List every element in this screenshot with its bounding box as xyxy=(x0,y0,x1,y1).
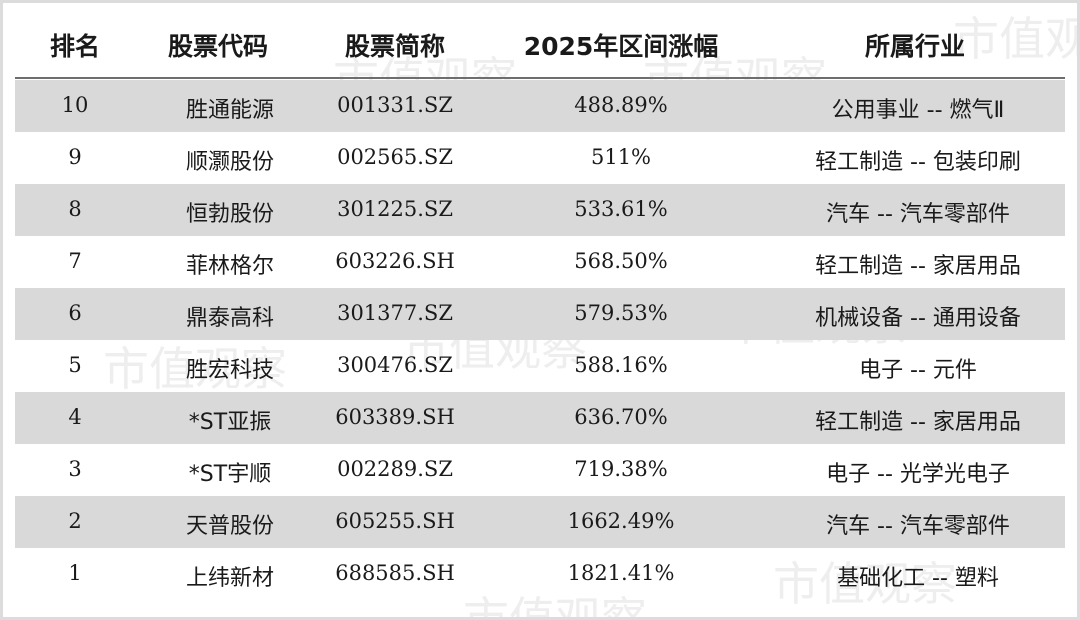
header-industry: 所属行业 xyxy=(864,32,966,61)
cell-name: 恒勃股份 xyxy=(185,202,275,227)
cell-gain: 579.53% xyxy=(574,301,668,325)
cell-name: 顺灏股份 xyxy=(185,150,275,175)
cell-code: 688585.SH xyxy=(335,561,455,585)
table-row: 5 胜宏科技 300476.SZ 588.16% 电子 -- 元件 xyxy=(15,340,1065,392)
cell-code: 603389.SH xyxy=(335,405,455,429)
cell-name: *ST宇顺 xyxy=(188,462,272,487)
cell-code: 603226.SH xyxy=(335,249,455,273)
cell-rank: 8 xyxy=(68,197,82,221)
cell-industry: 电子 -- 光学光电子 xyxy=(826,462,1010,487)
table-row: 8 恒勃股份 301225.SZ 533.61% 汽车 -- 汽车零部件 xyxy=(15,184,1065,236)
table-row: 10 胜通能源 001331.SZ 488.89% 公用事业 -- 燃气Ⅱ xyxy=(15,80,1065,132)
cell-code: 301225.SZ xyxy=(337,197,453,221)
cell-gain: 1662.49% xyxy=(567,509,675,533)
cell-rank: 5 xyxy=(68,353,82,377)
header-rank: 排名 xyxy=(49,32,101,61)
table-row: 3 *ST宇顺 002289.SZ 719.38% 电子 -- 光学光电子 xyxy=(15,444,1065,496)
cell-code: 001331.SZ xyxy=(337,93,453,117)
table-row: 9 顺灏股份 002565.SZ 511% 轻工制造 -- 包装印刷 xyxy=(15,132,1065,184)
cell-industry: 基础化工 -- 塑料 xyxy=(837,566,999,591)
cell-industry: 轻工制造 -- 家居用品 xyxy=(815,254,1021,279)
table-header: 排名 股票代码 股票简称 2025年区间涨幅 所属行业 xyxy=(3,3,1077,79)
cell-rank: 2 xyxy=(68,509,82,533)
cell-industry: 电子 -- 元件 xyxy=(859,358,977,383)
cell-code: 301377.SZ xyxy=(337,301,453,325)
cell-industry: 公用事业 -- 燃气Ⅱ xyxy=(831,98,1005,123)
header-name: 股票简称 xyxy=(344,32,446,61)
header-code: 股票代码 xyxy=(167,32,269,61)
header-divider xyxy=(15,77,1065,79)
cell-rank: 7 xyxy=(68,249,82,273)
cell-name: 胜宏科技 xyxy=(185,358,275,383)
cell-industry: 汽车 -- 汽车零部件 xyxy=(826,514,1010,539)
cell-industry: 汽车 -- 汽车零部件 xyxy=(826,202,1010,227)
cell-name: 鼎泰高科 xyxy=(185,306,275,331)
cell-name: 胜通能源 xyxy=(185,98,275,123)
cell-rank: 9 xyxy=(68,145,82,169)
cell-gain: 1821.41% xyxy=(567,561,675,585)
cell-gain: 511% xyxy=(590,145,652,169)
cell-rank: 3 xyxy=(68,457,82,481)
table-row: 6 鼎泰高科 301377.SZ 579.53% 机械设备 -- 通用设备 xyxy=(15,288,1065,340)
table-row: 7 菲林格尔 603226.SH 568.50% 轻工制造 -- 家居用品 xyxy=(15,236,1065,288)
cell-rank: 10 xyxy=(61,93,89,117)
cell-name: *ST亚振 xyxy=(188,410,272,435)
cell-code: 002565.SZ xyxy=(337,145,453,169)
cell-name: 天普股份 xyxy=(185,514,275,539)
cell-gain: 568.50% xyxy=(574,249,668,273)
table-row: 4 *ST亚振 603389.SH 636.70% 轻工制造 -- 家居用品 xyxy=(15,392,1065,444)
table-row: 1 上纬新材 688585.SH 1821.41% 基础化工 -- 塑料 xyxy=(15,548,1065,600)
cell-gain: 636.70% xyxy=(574,405,668,429)
cell-name: 菲林格尔 xyxy=(185,254,275,279)
cell-industry: 机械设备 -- 通用设备 xyxy=(815,306,1021,331)
cell-code: 605255.SH xyxy=(335,509,455,533)
cell-code: 002289.SZ xyxy=(337,457,453,481)
cell-gain: 588.16% xyxy=(574,353,668,377)
table-row: 2 天普股份 605255.SH 1662.49% 汽车 -- 汽车零部件 xyxy=(15,496,1065,548)
cell-rank: 6 xyxy=(68,301,82,325)
cell-gain: 488.89% xyxy=(574,93,668,117)
cell-name: 上纬新材 xyxy=(185,566,275,591)
cell-gain: 719.38% xyxy=(574,457,668,481)
cell-rank: 1 xyxy=(68,561,82,585)
cell-rank: 4 xyxy=(68,405,82,429)
header-gain: 2025年区间涨幅 xyxy=(523,32,719,61)
cell-gain: 533.61% xyxy=(574,197,668,221)
cell-code: 300476.SZ xyxy=(337,353,453,377)
cell-industry: 轻工制造 -- 家居用品 xyxy=(815,410,1021,435)
cell-industry: 轻工制造 -- 包装印刷 xyxy=(815,150,1021,175)
